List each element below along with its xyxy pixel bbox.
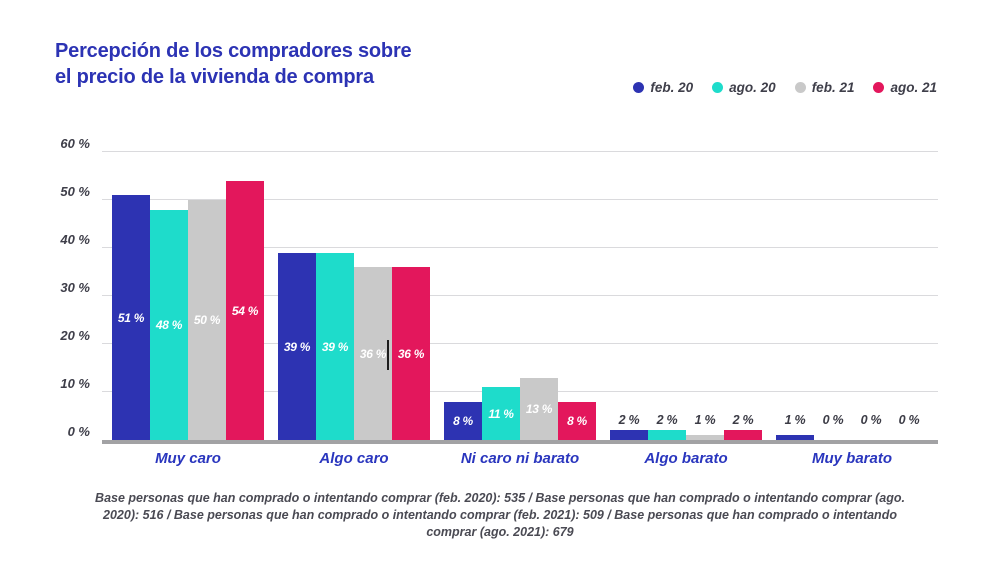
bar: [112, 195, 150, 440]
base-note-line3: comprar (ago. 2021): 679: [426, 525, 574, 539]
y-axis-label: 10 %: [60, 376, 90, 391]
category-label: Ni caro ni barato: [460, 450, 580, 467]
y-axis-label: 60 %: [60, 136, 90, 151]
y-axis-label: 20 %: [60, 328, 90, 343]
text-cursor-artifact: [387, 340, 389, 370]
legend-label: feb. 20: [650, 80, 694, 95]
bar-value-label: 51 %: [117, 311, 145, 325]
bar-value-label: 0 %: [898, 413, 920, 427]
bar-value-label: 0 %: [822, 413, 844, 427]
bar: [392, 267, 430, 440]
category-label: Muy caro: [155, 450, 221, 467]
bar: [444, 402, 482, 440]
chart-title-line1: Percepción de los compradores sobre: [55, 40, 412, 62]
bar: [188, 200, 226, 440]
gridline-50: [102, 199, 938, 200]
bar-value-label: 1 %: [784, 413, 806, 427]
chart-legend: feb. 20 ago. 20 feb. 21 ago. 21: [633, 80, 937, 95]
bar-value-label: 54 %: [231, 304, 259, 318]
bar: [520, 378, 558, 440]
gridline-20: [102, 343, 938, 344]
bar: [482, 387, 520, 440]
bar: [686, 435, 724, 440]
gridline-30: [102, 295, 938, 296]
legend-label: ago. 21: [890, 80, 937, 95]
y-axis-label: 0 %: [67, 424, 90, 439]
bar-value-label: 1 %: [694, 413, 716, 427]
bar-value-label: 39 %: [283, 340, 311, 354]
legend-dot-icon: [873, 82, 885, 93]
bar-value-label: 11 %: [488, 407, 514, 421]
y-axis-label: 30 %: [60, 280, 90, 295]
bar: [610, 430, 648, 440]
legend-item: ago. 20: [712, 80, 776, 95]
legend-item: feb. 21: [794, 80, 855, 95]
bar-value-label: 39 %: [321, 340, 349, 354]
bar-value-label: 0 %: [860, 413, 882, 427]
bar: [724, 430, 762, 440]
legend-dot-icon: [712, 82, 724, 93]
legend-label: feb. 21: [811, 80, 855, 95]
legend-item: ago. 21: [873, 80, 937, 95]
bar: [558, 402, 596, 440]
y-axis-label: 40 %: [60, 232, 90, 247]
bar-value-label: 2 %: [618, 413, 640, 427]
bar: [648, 430, 686, 440]
bar-value-label: 13 %: [525, 402, 553, 416]
bar-value-label: 48 %: [155, 318, 183, 332]
gridline-40: [102, 247, 938, 248]
bar: [278, 253, 316, 440]
bar: [316, 253, 354, 440]
chart-title: Percepción de los compradores sobre el p…: [55, 38, 412, 90]
bar-value-label: 36 %: [397, 347, 425, 361]
base-note-line1: Base personas que han comprado o intenta…: [95, 491, 905, 505]
bar-value-label: 36 %: [359, 347, 387, 361]
bar: [226, 181, 264, 440]
category-label: Algo caro: [319, 450, 389, 467]
base-note: Base personas que han comprado o intenta…: [50, 490, 950, 541]
base-note-line2: 2020): 516 / Base personas que han compr…: [103, 508, 897, 522]
bar-value-label: 2 %: [656, 413, 678, 427]
y-axis-label: 50 %: [60, 184, 90, 199]
bar-value-label: 8 %: [567, 414, 587, 428]
bar: [150, 210, 188, 440]
legend-dot-icon: [794, 82, 806, 93]
chart-title-line2: el precio de la vivienda de compra: [55, 66, 374, 88]
bar: [354, 267, 392, 440]
bar: [776, 435, 814, 440]
category-label: Muy barato: [811, 450, 892, 467]
legend-label: ago. 20: [729, 80, 776, 95]
gridline-60: [102, 151, 938, 152]
bar-value-label: 50 %: [193, 313, 221, 327]
category-label: Algo barato: [644, 450, 728, 467]
x-axis-line: [102, 440, 938, 444]
legend-dot-icon: [633, 82, 645, 93]
bar-value-label: 2 %: [732, 413, 754, 427]
bar-value-label: 8 %: [453, 414, 473, 428]
legend-item: feb. 20: [633, 80, 693, 95]
